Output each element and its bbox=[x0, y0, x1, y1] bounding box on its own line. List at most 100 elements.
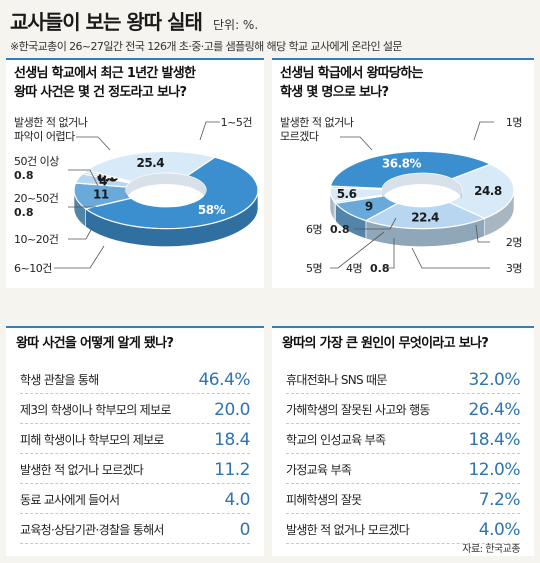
list-row: 휴대전화나 SNS 때문 32.0% bbox=[286, 364, 520, 394]
slice-2명 bbox=[364, 201, 487, 230]
callout-50-plus-value: 0.8 bbox=[14, 169, 34, 182]
chart-title-line-1: 선생님 학교에서 최근 1년간 발생한 bbox=[14, 66, 196, 81]
leader-5 bbox=[330, 231, 385, 269]
row-value: 11.2 bbox=[214, 460, 250, 480]
leader-3 bbox=[411, 247, 490, 269]
callout-5: 5명 bbox=[306, 262, 322, 275]
slice-2명-value-label: 22.4 bbox=[411, 211, 439, 225]
row-value: 32.0% bbox=[468, 370, 520, 390]
slice-발생한-적-없거나-모르겠다-value-label: 36.8% bbox=[382, 157, 422, 171]
slice-1-5건 bbox=[84, 156, 259, 230]
list-row: 교육청·상담기관·경찰을 통해서 0 bbox=[20, 514, 251, 544]
source-note: 자료: 한국교총 bbox=[462, 544, 520, 555]
slice-발생한-적-없거나-모르겠다 bbox=[329, 150, 492, 189]
row-label: 피해 학생이나 학부모의 제보로 bbox=[20, 433, 164, 447]
callout-4: 4명 bbox=[346, 262, 362, 275]
row-label: 가정교육 부족 bbox=[286, 463, 352, 477]
row-value: 4.0 bbox=[224, 490, 250, 510]
main-cause-list: 휴대전화나 SNS 때문 32.0% 가해학생의 잘못된 사고와 행동 26.4% 학교… bbox=[286, 364, 521, 544]
panel-incident-count: 선생님 학교에서 최근 1년간 발생한 왕따 사건은 몇 건 정도라고 보나? … bbox=[6, 58, 264, 288]
list-row: 피해 학생이나 학부모의 제보로 18.4 bbox=[20, 424, 250, 454]
callout-none-line-2: 파악이 어렵다 bbox=[14, 130, 75, 143]
slice-발생한-적-없거나-파악이-어렵다 bbox=[85, 150, 217, 183]
callout-1-5: 1~5건 bbox=[221, 116, 252, 129]
leader-4 bbox=[382, 238, 395, 269]
row-value: 7.2% bbox=[478, 490, 521, 510]
leader-2 bbox=[475, 224, 490, 243]
list-row: 발생한 적 없거나 모르겠다 4.0% bbox=[286, 514, 521, 544]
slice-3명-value-label: 9 bbox=[365, 199, 373, 213]
slice-10-20건-value-label: 4 bbox=[99, 175, 107, 189]
leader-1 bbox=[473, 121, 494, 141]
panel-how-found: 왕따 사건을 어떻게 알게 됐나? 학생 관찰을 통해 46.4% 제3의 학생이나… bbox=[6, 326, 264, 556]
callout-none-line-2: 모르겠다 bbox=[280, 130, 319, 143]
survey-note: ※한국교총이 26~27일간 전국 126개 초·중·고를 샘플링해 해당 학교… bbox=[10, 40, 403, 53]
row-value: 18.4 bbox=[214, 430, 250, 450]
donut-hole-wall bbox=[382, 173, 462, 201]
row-label: 발생한 적 없거나 모르겠다 bbox=[20, 463, 144, 477]
callout-6-value: 0.8 bbox=[330, 223, 350, 236]
chart-title-line-1: 선생님 학급에서 왕따당하는 bbox=[280, 66, 423, 81]
donut-hole-wall bbox=[126, 173, 206, 201]
row-value: 18.4% bbox=[468, 430, 520, 450]
row-label: 휴대전화나 SNS 때문 bbox=[286, 373, 387, 387]
leader-6-10 bbox=[54, 245, 105, 269]
callout-50-plus: 50건 이상 bbox=[14, 155, 59, 168]
row-label: 학생 관찰을 통해 bbox=[20, 373, 99, 387]
slice-1명 bbox=[447, 163, 515, 219]
row-label: 동료 교사에게 들어서 bbox=[20, 493, 120, 507]
leader-50-plus bbox=[68, 169, 99, 187]
slice-6-10건-value-label: 11 bbox=[93, 188, 109, 202]
callout-1: 1명 bbox=[506, 116, 522, 129]
row-label: 가해학생의 잘못된 사고와 행동 bbox=[286, 403, 430, 417]
list-row: 가정교육 부족 12.0% bbox=[286, 454, 520, 484]
page-title: 교사들이 보는 왕따 실태 bbox=[10, 10, 203, 34]
chart-title-line-2: 학생 몇 명으로 보나? bbox=[280, 85, 389, 100]
row-label: 발생한 적 없거나 모르겠다 bbox=[286, 523, 410, 537]
callout-leaders bbox=[54, 121, 220, 269]
callout-10-20: 10~20건 bbox=[14, 233, 58, 246]
callout-none-line-1: 발생한 적 없거나 bbox=[280, 116, 354, 129]
leader-none bbox=[340, 136, 373, 151]
row-label: 학교의 인성교육 부족 bbox=[286, 433, 386, 447]
leader-10-20 bbox=[68, 227, 93, 240]
list-row: 학교의 인성교육 부족 18.4% bbox=[286, 424, 520, 454]
list-row: 발생한 적 없거나 모르겠다 11.2 bbox=[20, 454, 250, 484]
row-value: 20.0 bbox=[214, 400, 250, 420]
row-value: 12.0% bbox=[468, 460, 520, 480]
slice-5명-value-label: 5.6 bbox=[337, 187, 357, 201]
callout-20-50-value: 0.8 bbox=[14, 206, 34, 219]
callout-2: 2명 bbox=[506, 236, 522, 249]
row-value: 26.4% bbox=[468, 400, 520, 420]
row-label: 피해학생의 잘못 bbox=[286, 493, 362, 507]
callout-leaders bbox=[330, 121, 494, 269]
row-value: 4.0% bbox=[478, 520, 521, 540]
row-label: 제3의 학생이나 학부모의 제보로 bbox=[20, 403, 171, 417]
victim-count-donut: 24.8 22.4 9 5.6 36.8% 발생한 적 없거나 모르겠다 1명 2명 3… bbox=[280, 116, 523, 275]
callout-20-50: 20~50건 bbox=[14, 192, 58, 205]
list-row: 동료 교사에게 들어서 4.0 bbox=[20, 484, 250, 514]
row-value: 0 bbox=[239, 520, 251, 540]
callout-4-value: 0.8 bbox=[370, 262, 390, 275]
leader-6 bbox=[354, 217, 397, 230]
list-title: 왕따의 가장 큰 원인이 무엇이라고 보나? bbox=[282, 336, 489, 351]
chart-title-line-2: 왕따 사건은 몇 건 정도라고 보나? bbox=[14, 85, 187, 100]
row-label: 교육청·상담기관·경찰을 통해서 bbox=[20, 523, 164, 537]
callout-6-10: 6~10건 bbox=[14, 262, 52, 275]
donut-top: 24.8 22.4 9 5.6 36.8% bbox=[329, 150, 515, 230]
callout-3: 3명 bbox=[506, 262, 522, 275]
callout-6: 6명 bbox=[306, 223, 322, 236]
list-row: 제3의 학생이나 학부모의 제보로 20.0 bbox=[20, 394, 250, 424]
slice-1명-value-label: 24.8 bbox=[474, 184, 502, 198]
slice-발생한-적-없거나-파악이-어렵다-value-label: 25.4 bbox=[136, 156, 164, 170]
panel-main-cause: 왕따의 가장 큰 원인이 무엇이라고 보나? 휴대전화나 SNS 때문 32.0%… bbox=[272, 326, 534, 556]
callout-none-line-1: 발생한 적 없거나 bbox=[14, 116, 88, 129]
list-row: 피해학생의 잘못 7.2% bbox=[286, 484, 521, 514]
list-row: 가해학생의 잘못된 사고와 행동 26.4% bbox=[286, 394, 520, 424]
header: 교사들이 보는 왕따 실태 단위: %. bbox=[10, 6, 530, 36]
leader-none bbox=[76, 136, 111, 151]
leader-1-5 bbox=[199, 121, 220, 141]
